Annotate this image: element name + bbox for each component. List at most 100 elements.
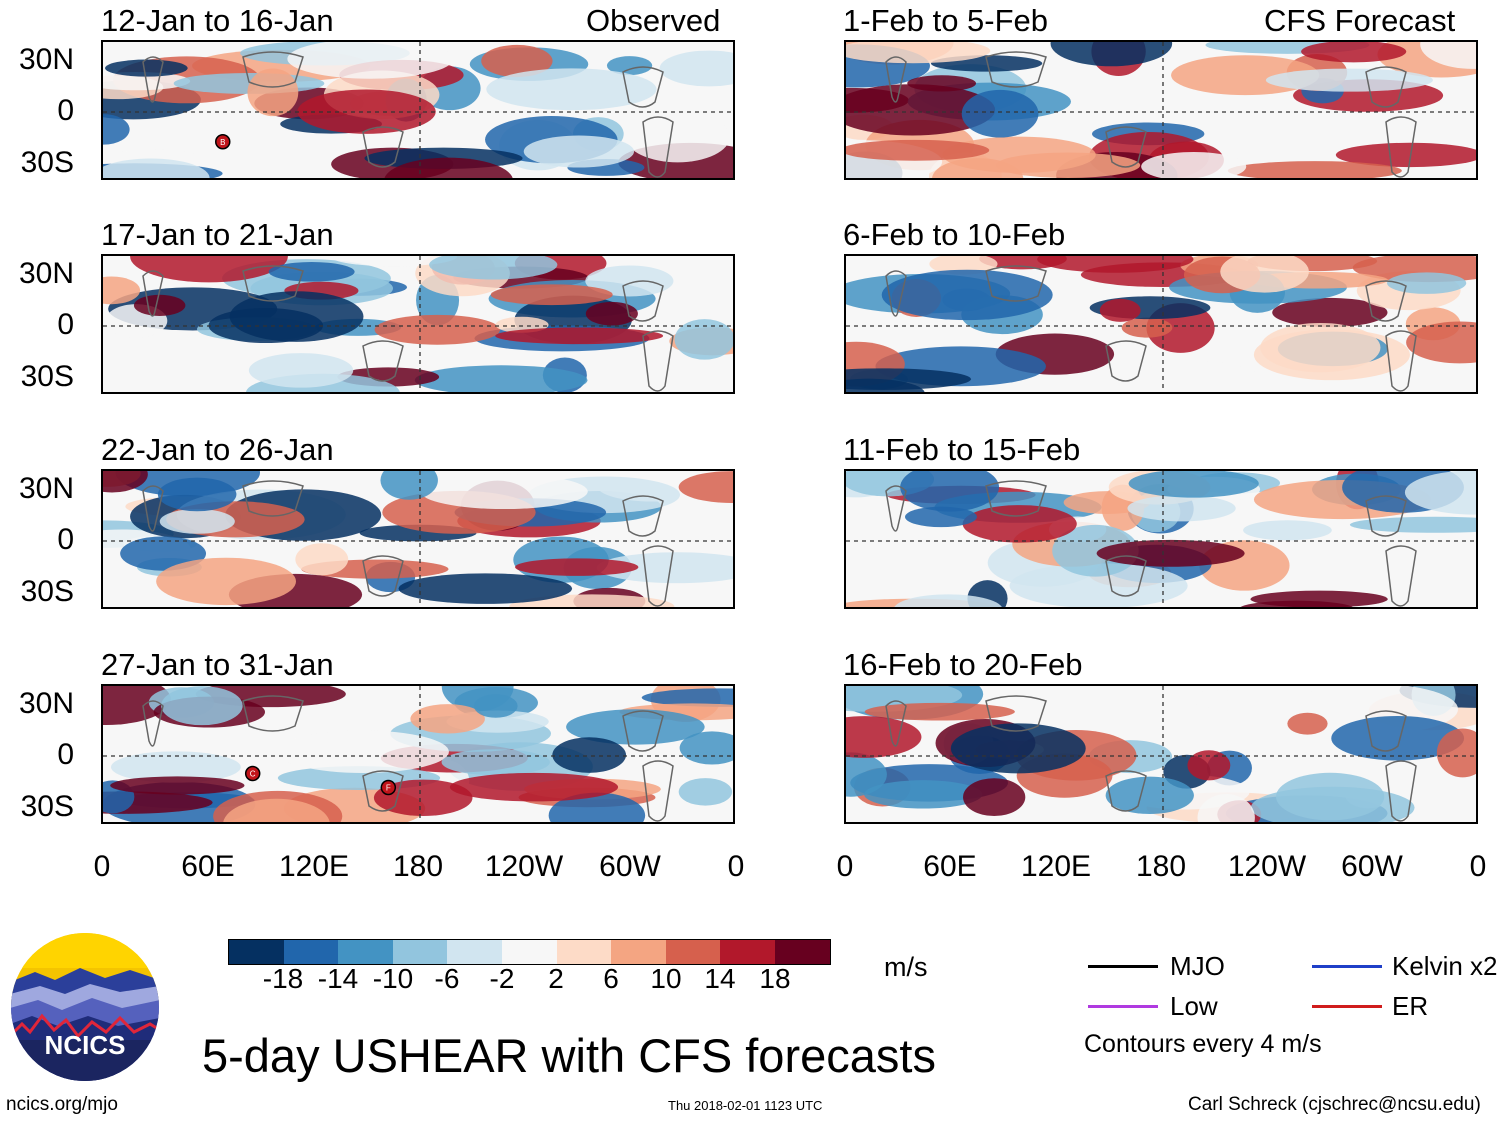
colorbar-tick: -14: [317, 963, 359, 994]
shear-anomaly-blob: [384, 157, 513, 178]
storm-label: F: [386, 784, 391, 793]
logo-mountains-icon: NCICS: [11, 933, 159, 1081]
shear-anomaly-blob: [276, 730, 449, 773]
shear-anomaly-blob: [904, 506, 977, 528]
colorbar-swatch: [338, 940, 393, 964]
colorbar-swatch: [611, 940, 666, 964]
shear-anomaly-blob: [963, 778, 1026, 817]
main-title: 5-day USHEAR with CFS forecasts: [202, 1029, 936, 1082]
legend-swatch-mjo: [1088, 965, 1158, 968]
lon-label: 0: [93, 850, 111, 883]
shear-anomaly-blob: [1121, 317, 1173, 338]
svg-text:NCICS: NCICS: [45, 1030, 126, 1060]
shear-anomaly-blob: [552, 737, 627, 773]
colorbar-tick: -6: [434, 963, 460, 994]
shear-anomaly-blob: [1301, 42, 1407, 63]
lon-label: 60E: [181, 850, 235, 883]
legend-label-er: ER: [1392, 991, 1429, 1021]
shear-anomaly-blob: [548, 792, 646, 822]
shear-anomaly-blob: [1105, 776, 1194, 815]
coastline: [1105, 340, 1147, 382]
colorbar: [228, 939, 831, 965]
panel-title: 22-Jan to 26-Jan: [101, 432, 334, 467]
shear-anomaly-blob: [641, 688, 733, 707]
shear-anomaly-blob: [110, 751, 241, 783]
shear-anomaly-blob: [105, 59, 188, 77]
shear-anomaly-blob: [1420, 42, 1476, 69]
shear-map: [101, 469, 735, 609]
lat-label: 0: [57, 523, 74, 556]
coastline: [1385, 545, 1417, 607]
shear-anomaly-blob: [1260, 322, 1381, 373]
colorbar-tick: 6: [603, 963, 619, 994]
shear-anomaly-blob: [846, 716, 922, 758]
footer-timestamp: Thu 2018-02-01 1123 UTC: [668, 1098, 823, 1113]
colorbar-swatch: [392, 940, 448, 964]
shear-field: [846, 686, 1476, 822]
shear-anomaly-blob: [103, 158, 210, 178]
shear-field: CF: [103, 686, 733, 822]
coastline: [362, 770, 404, 812]
legend-label-mjo: MJO: [1170, 951, 1225, 981]
shear-anomaly-blob: [449, 772, 619, 802]
lat-label: 30S: [20, 575, 74, 608]
lat-label: 30N: [18, 472, 74, 505]
shear-anomaly-blob: [678, 778, 733, 806]
lat-label: 30S: [20, 146, 74, 179]
lon-label: 120W: [1227, 850, 1307, 883]
column-header-observed: Observed: [586, 3, 721, 38]
coastline: [242, 480, 304, 517]
coastline: [642, 545, 674, 607]
shear-anomaly-blob: [523, 135, 635, 168]
shear-anomaly-blob: [1436, 728, 1476, 778]
coastline: [142, 56, 164, 103]
shear-anomaly-blob: [678, 471, 733, 503]
coastline: [362, 555, 404, 597]
shear-anomaly-blob: [161, 686, 243, 726]
coastline: [1365, 280, 1407, 322]
shear-anomaly-blob: [962, 505, 1077, 543]
colorbar-swatch: [229, 940, 284, 964]
shear-anomaly-blob: [846, 368, 971, 390]
coastline: [985, 695, 1047, 732]
colorbar-tick: -10: [372, 963, 414, 994]
panel-title: 11-Feb to 15-Feb: [843, 432, 1081, 467]
shear-anomaly-blob: [486, 68, 657, 111]
colorbar-swatch: [665, 940, 721, 964]
lat-label: 0: [57, 308, 74, 341]
shear-anomaly-blob: [1096, 539, 1245, 567]
colorbar-swatch: [774, 940, 830, 964]
coastline: [242, 51, 304, 88]
shear-anomaly-blob: [881, 269, 1053, 321]
shear-anomaly-blob: [864, 780, 983, 809]
coastline: [362, 126, 404, 168]
shear-anomaly-blob: [159, 509, 235, 534]
shear-anomaly-blob: [585, 265, 674, 297]
lon-label: 180: [1135, 850, 1187, 883]
shear-map: [844, 254, 1478, 394]
colorbar-tick: 18: [759, 963, 791, 994]
shear-anomaly-blob: [1349, 516, 1476, 533]
coastline: [1385, 760, 1417, 822]
storm-marker-icon: B: [215, 134, 231, 150]
coastline: [1365, 495, 1407, 537]
colorbar-tick: -2: [489, 963, 515, 994]
shear-map: [844, 469, 1478, 609]
lon-label: 0: [1469, 850, 1487, 883]
shear-anomaly-blob: [846, 139, 990, 161]
shear-anomaly-blob: [1272, 297, 1388, 328]
coastline: [985, 51, 1047, 88]
shear-field: [103, 256, 733, 392]
footer-link[interactable]: ncics.org/mjo: [6, 1094, 118, 1115]
coastline: [142, 270, 164, 317]
coastline: [1365, 710, 1407, 752]
coastline: [1365, 66, 1407, 108]
coastline: [1385, 330, 1417, 392]
coastline: [1105, 770, 1147, 812]
panel-title: 6-Feb to 10-Feb: [843, 217, 1066, 252]
lat-label: 30S: [20, 360, 74, 393]
shear-anomaly-blob: [103, 471, 148, 493]
shear-anomaly-blob: [1250, 786, 1415, 822]
coastline: [885, 485, 907, 532]
